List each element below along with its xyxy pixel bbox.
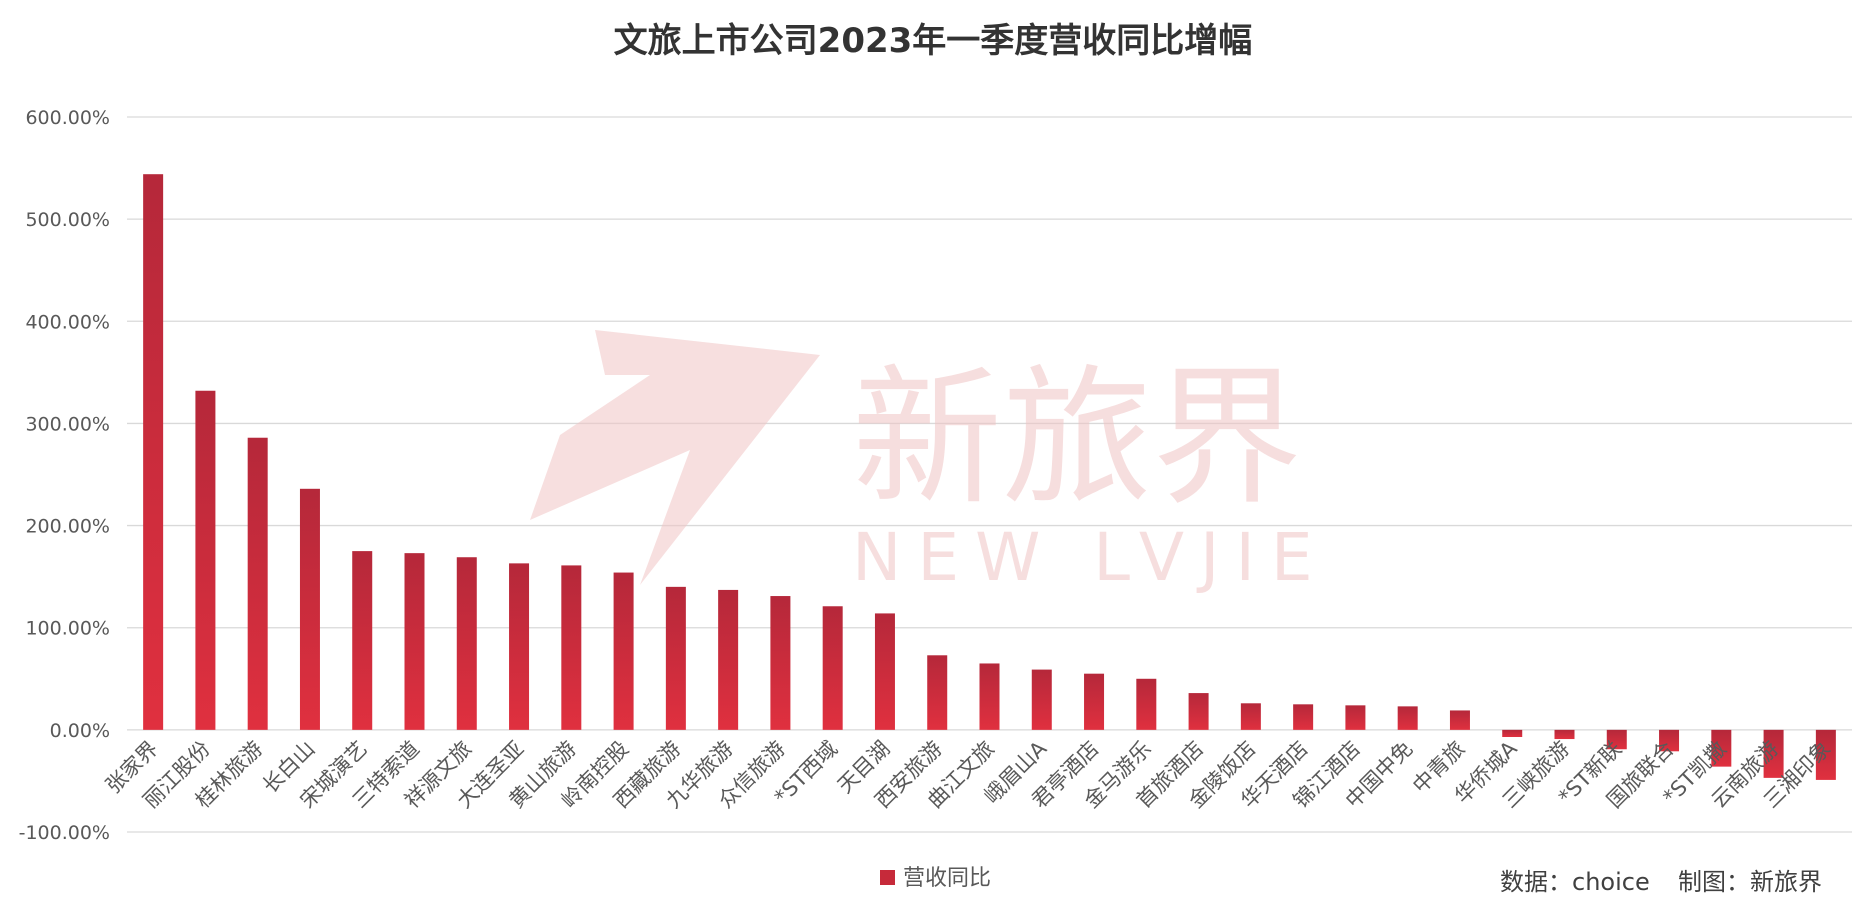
y-tick-label: 500.00% — [25, 209, 110, 231]
bar — [1606, 729, 1627, 750]
x-axis-ticks: 张家界丽江股份桂林旅游长白山宋城演艺三特索道祥源文旅大连圣亚黄山旅游岭南控股西藏… — [101, 736, 1835, 813]
legend-label: 营收同比 — [903, 866, 991, 891]
bar — [1397, 706, 1418, 730]
bar — [352, 551, 373, 730]
bar — [718, 589, 739, 730]
bar — [1449, 710, 1470, 730]
bar — [247, 437, 268, 730]
bar — [1031, 669, 1052, 730]
watermark-cn: 新旅界 — [852, 352, 1302, 526]
bar — [927, 655, 948, 730]
bar — [299, 488, 320, 730]
watermark-logo-icon — [530, 330, 820, 585]
y-tick-label: 400.00% — [25, 311, 110, 333]
legend-swatch — [880, 870, 895, 885]
bar — [143, 174, 164, 730]
y-tick-label: 300.00% — [25, 413, 110, 435]
bar — [1136, 678, 1157, 730]
bar — [1502, 729, 1523, 738]
credit-author: 制图：新旅界 — [1678, 868, 1822, 896]
bar — [561, 565, 582, 730]
bar — [1188, 693, 1209, 730]
y-axis-ticks: 600.00% 500.00% 400.00% 300.00% 200.00% 100.0… — [19, 107, 110, 844]
bar — [1293, 704, 1314, 730]
bar — [195, 390, 216, 730]
bar — [1659, 729, 1680, 752]
y-tick-label: -100.00% — [19, 822, 110, 844]
watermark: 新旅界 NEW LVJIE — [530, 330, 1329, 596]
bar — [613, 572, 634, 730]
bar — [404, 553, 425, 730]
bar — [1763, 729, 1784, 778]
bar — [822, 606, 843, 730]
bar — [1345, 705, 1366, 730]
y-tick-label: 100.00% — [25, 618, 110, 640]
bar — [509, 563, 530, 730]
bar — [456, 557, 477, 730]
bar — [665, 586, 686, 730]
bar — [1554, 729, 1575, 740]
bar — [770, 596, 791, 730]
y-tick-label: 0.00% — [50, 720, 110, 742]
bar — [1240, 703, 1261, 730]
bar — [1815, 729, 1836, 780]
bar — [1084, 673, 1105, 730]
y-tick-label: 200.00% — [25, 516, 110, 538]
bar — [874, 613, 895, 730]
watermark-en: NEW LVJIE — [852, 519, 1329, 596]
bars — [143, 174, 1836, 780]
legend: 营收同比 — [880, 866, 991, 891]
bar — [979, 663, 1000, 730]
bar — [1711, 729, 1732, 767]
credit-source: 数据：choice — [1500, 868, 1650, 896]
y-tick-label: 600.00% — [25, 107, 110, 129]
chart-title: 文旅上市公司2023年一季度营收同比增幅 — [614, 21, 1253, 61]
